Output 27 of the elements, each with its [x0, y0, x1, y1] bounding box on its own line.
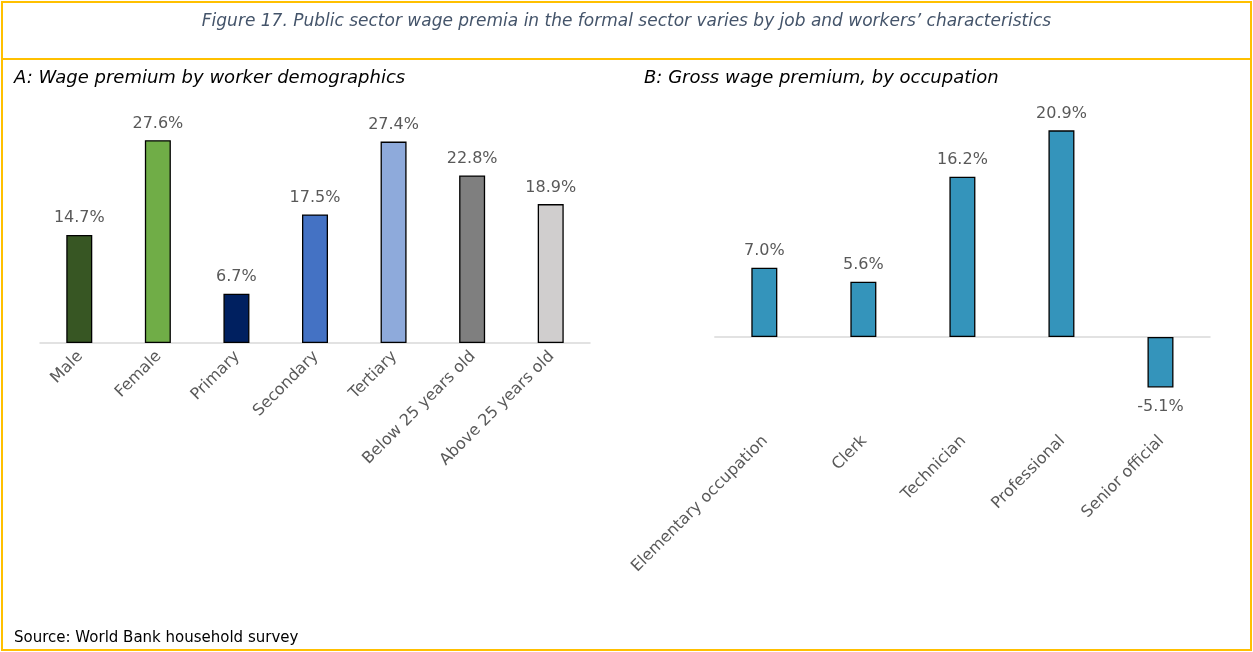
data-label: 27.4% [368, 114, 419, 134]
data-label: 18.9% [525, 176, 577, 196]
data-label: 6.7% [216, 266, 257, 286]
chart-title: B: Gross wage premium, by occupation [644, 66, 999, 87]
data-label: 22.8% [446, 147, 498, 167]
bar [1147, 337, 1174, 388]
chart-title: A: Wage premium by worker demographics [14, 66, 406, 87]
data-label: 17.5% [289, 186, 341, 206]
data-label: 5.6% [843, 254, 884, 274]
bar [223, 293, 250, 343]
bar [380, 141, 407, 343]
data-label: 20.9% [1036, 102, 1087, 122]
data-label: 27.6% [132, 112, 184, 132]
data-label: -5.1% [1137, 395, 1184, 415]
data-label: 7.0% [744, 240, 785, 260]
source-note: Source: World Bank household survey [14, 628, 299, 646]
data-label: 14.7% [53, 207, 105, 227]
caption: Figure 17. Public sector wage premia in the formal sector varies by job and workers’ characteristics [200, 10, 1053, 30]
bar [751, 267, 778, 337]
bar [459, 175, 486, 343]
bar [144, 140, 171, 343]
bar [302, 214, 328, 343]
bar [1048, 130, 1075, 337]
data-label: 16.2% [936, 149, 988, 169]
bar [66, 234, 93, 343]
bar [850, 281, 877, 337]
bar [949, 176, 976, 337]
